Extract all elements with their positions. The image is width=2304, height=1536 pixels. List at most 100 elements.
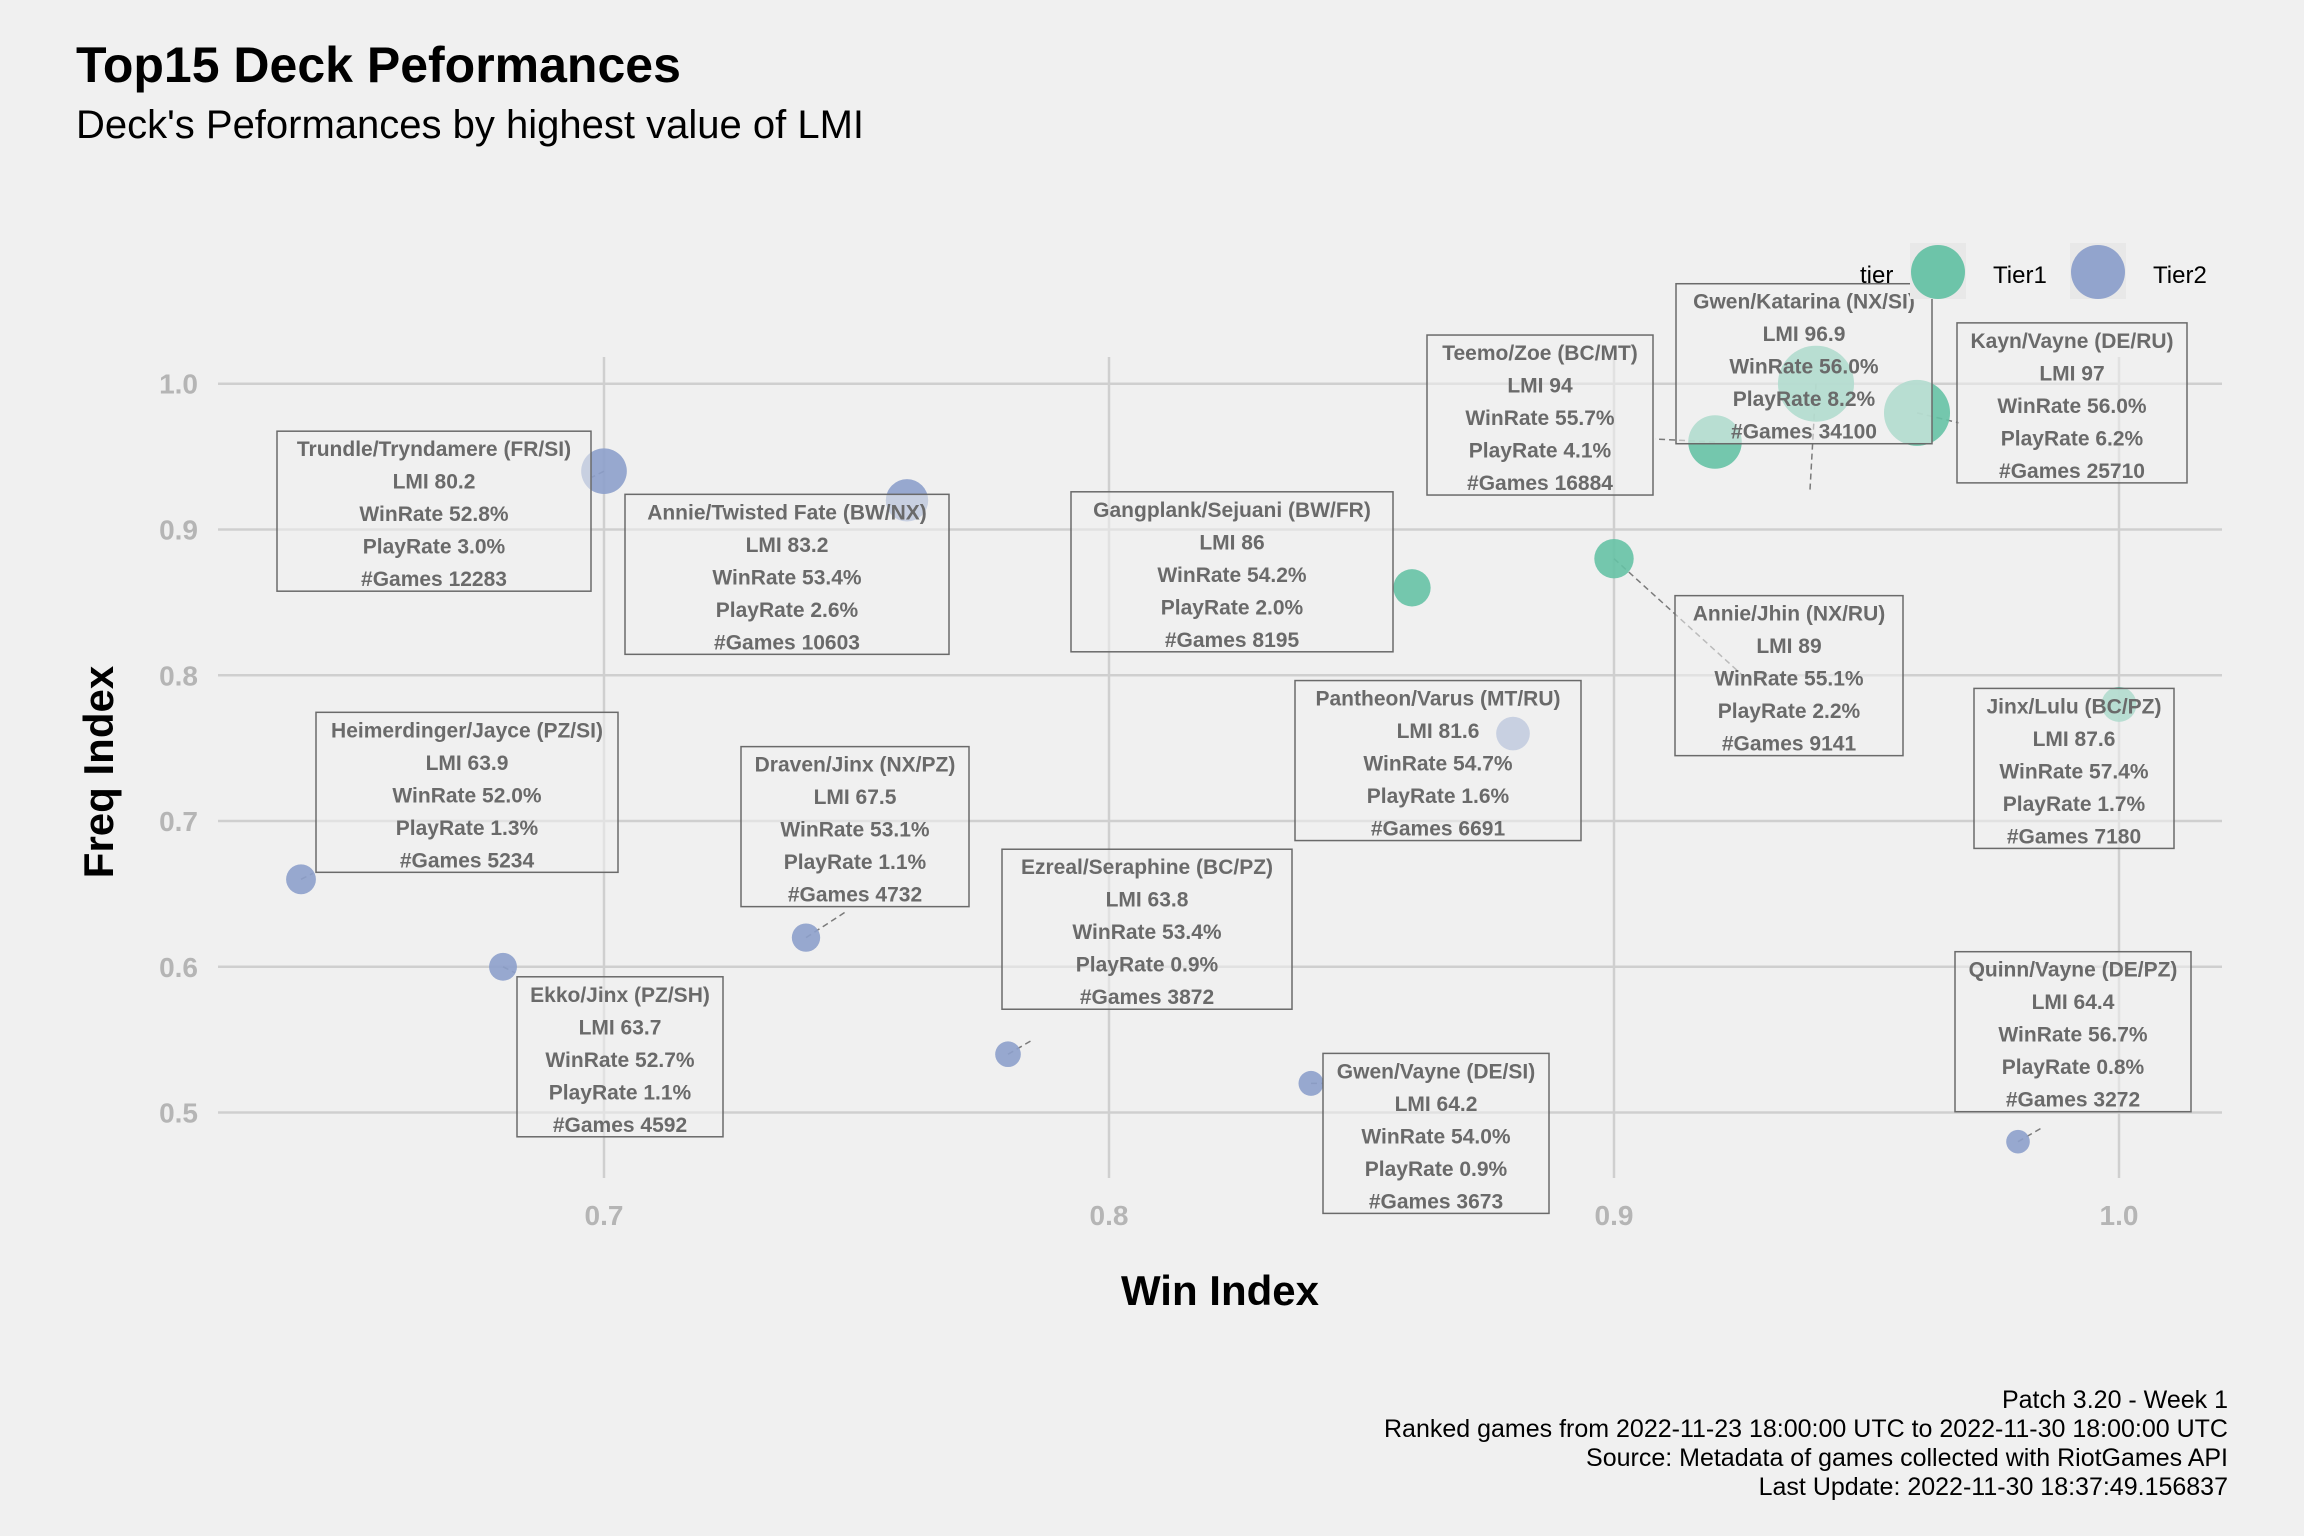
label-line: LMI 64.2 [1395,1093,1478,1116]
legend-label-tier1: Tier1 [1993,262,2047,289]
label-line: #Games 4592 [553,1114,687,1137]
label-line: LMI 64.4 [2032,991,2115,1014]
point-trundle-tryndamere-fr-si [581,448,627,495]
label-line: Gwen/Vayne (DE/SI) [1337,1060,1535,1083]
label-line: Jinx/Lulu (BC/PZ) [1987,695,2162,718]
label-box-gangplank-sejuani-bw-fr: Gangplank/Sejuani (BW/FR) LMI 86 WinRate 5… [1070,491,1394,653]
label-line: WinRate 53.1% [780,819,930,842]
caption-line-1: Patch 3.20 - Week 1 [2002,1386,2228,1414]
legend-title: tier [1860,262,1893,289]
label-box-frame [516,976,724,1138]
label-box-frame [1675,282,1933,445]
label-line: WinRate 56.0% [1729,356,1879,379]
y-axis-title: Freq Index [75,665,122,878]
label-line: PlayRate 3.0% [363,536,506,559]
label-box-jinx-lulu-bc-pz: Jinx/Lulu (BC/PZ) LMI 87.6 WinRate 57.4% Pl… [1973,687,2175,850]
label-line: Trundle/Tryndamere (FR/SI) [297,438,571,461]
axis-ticks: 0.7 0.8 0.9 1.0 0.5 0.6 0.7 0.8 0.9 1.0 [159,369,2138,1231]
label-box-frame [740,745,970,908]
label-box-gwen-katarina-nx-si: Gwen/Katarina (NX/SI) LMI 96.9 WinRate 56.… [1675,282,1933,445]
label-line: PlayRate 1.1% [549,1081,692,1104]
label-box-pantheon-varus-mt-ru: Pantheon/Varus (MT/RU) LMI 81.6 WinRate 54… [1294,679,1582,842]
label-line: PlayRate 2.2% [1718,700,1861,723]
label-line: LMI 63.8 [1106,889,1189,912]
x-tick-label: 0.8 [1090,1200,1129,1231]
label-line: PlayRate 6.2% [2001,427,2144,450]
point-gwen-vayne-de-si [1298,1070,1324,1096]
label-line: LMI 89 [1756,635,1821,658]
label-line: #Games 4732 [788,884,922,907]
caption-line-3: Source: Metadata of games collected with… [1586,1444,2228,1472]
label-line: WinRate 57.4% [1999,760,2149,783]
label-line: LMI 97 [2039,362,2104,385]
legend: tier Tier1 Tier2 [1860,243,2207,299]
label-box-annie-twisted-fate-bw-nx: Annie/Twisted Fate (BW/NX) LMI 83.2 WinRat… [624,493,950,656]
label-line: Gangplank/Sejuani (BW/FR) [1093,499,1371,522]
label-line: WinRate 55.7% [1465,407,1615,430]
label-box-frame [1294,679,1582,842]
leader-line [805,910,847,939]
label-line: LMI 63.9 [426,752,509,775]
label-line: LMI 94 [1507,375,1573,398]
label-box-trundle-tryndamere-fr-si: Trundle/Tryndamere (FR/SI) LMI 80.2 WinRat… [276,430,592,592]
label-box-annie-jhin-nx-ru: Annie/Jhin (NX/RU) LMI 89 WinRate 55.1% Pla… [1674,594,1904,757]
label-box-ekko-jinx-pz-sh: Ekko/Jinx (PZ/SH) LMI 63.7 WinRate 52.7% Pl… [516,976,724,1138]
label-box-frame [315,711,619,874]
label-box-frame [1426,334,1654,496]
label-line: PlayRate 1.6% [1367,785,1510,808]
legend-key-tier1 [1911,245,1965,299]
label-line: #Games 3872 [1080,986,1214,1009]
label-line: PlayRate 1.3% [396,817,539,840]
label-line: PlayRate 1.7% [2003,793,2146,816]
label-line: WinRate 54.0% [1361,1125,1511,1148]
label-line: #Games 7180 [2007,825,2141,848]
label-line: #Games 8195 [1165,629,1300,652]
label-line: PlayRate 2.0% [1161,596,1304,619]
label-line: Draven/Jinx (NX/PZ) [755,754,956,777]
point-annie-jhin-nx-ru [1594,538,1634,579]
label-line: #Games 25710 [1999,460,2145,483]
label-line: LMI 83.2 [746,534,829,557]
y-tick-label: 0.9 [159,514,198,545]
y-tick-label: 0.7 [159,806,198,837]
label-box-frame [1674,594,1904,757]
label-line: Heimerdinger/Jayce (PZ/SI) [331,719,603,742]
label-line: WinRate 55.1% [1714,668,1864,691]
label-line: WinRate 56.0% [1997,395,2147,418]
label-box-gwen-vayne-de-si: Gwen/Vayne (DE/SI) LMI 64.2 WinRate 54.0% P… [1322,1052,1550,1215]
label-box-heimerdinger-jayce-pz-si: Heimerdinger/Jayce (PZ/SI) LMI 63.9 WinRat… [315,711,619,874]
label-box-frame [1954,950,2192,1113]
y-tick-label: 1.0 [159,369,198,400]
x-tick-label: 1.0 [2100,1200,2139,1231]
label-line: PlayRate 4.1% [1469,440,1612,463]
label-line: Ezreal/Seraphine (BC/PZ) [1021,856,1273,879]
point-gangplank-sejuani-bw-fr [1393,569,1431,607]
point-draven-jinx-nx-pz [791,923,821,952]
label-box-frame [1973,687,2175,850]
point-ezreal-seraphine-bc-pz [995,1041,1021,1068]
label-line: WinRate 54.7% [1363,753,1513,776]
label-line: LMI 87.6 [2033,728,2116,751]
label-line: PlayRate 1.1% [784,851,927,874]
y-tick-label: 0.6 [159,952,198,983]
caption-line-4: Last Update: 2022-11-30 18:37:49.156837 [1759,1473,2228,1501]
label-box-kayn-vayne-de-ru: Kayn/Vayne (DE/RU) LMI 97 WinRate 56.0% Pla… [1956,322,2188,484]
label-box-frame [1956,322,2188,484]
label-line: PlayRate 0.9% [1365,1158,1508,1181]
y-tick-label: 0.8 [159,660,198,691]
caption-line-2: Ranked games from 2022-11-23 18:00:00 UT… [1384,1415,2228,1443]
label-line: Quinn/Vayne (DE/PZ) [1969,959,2178,982]
chart-subtitle: Deck's Peformances by highest value of L… [76,103,864,147]
label-line: Pantheon/Varus (MT/RU) [1315,688,1560,711]
label-line: #Games 34100 [1731,421,1877,444]
label-line: Annie/Twisted Fate (BW/NX) [647,501,927,524]
label-line: WinRate 52.0% [392,784,542,807]
point-ekko-jinx-pz-sh [489,952,517,981]
x-tick-label: 0.7 [585,1200,624,1231]
label-line: #Games 5234 [400,849,535,872]
label-line: PlayRate 8.2% [1733,388,1876,411]
label-line: LMI 80.2 [393,471,476,494]
label-line: #Games 6691 [1371,818,1506,841]
label-box-frame [1070,491,1394,653]
